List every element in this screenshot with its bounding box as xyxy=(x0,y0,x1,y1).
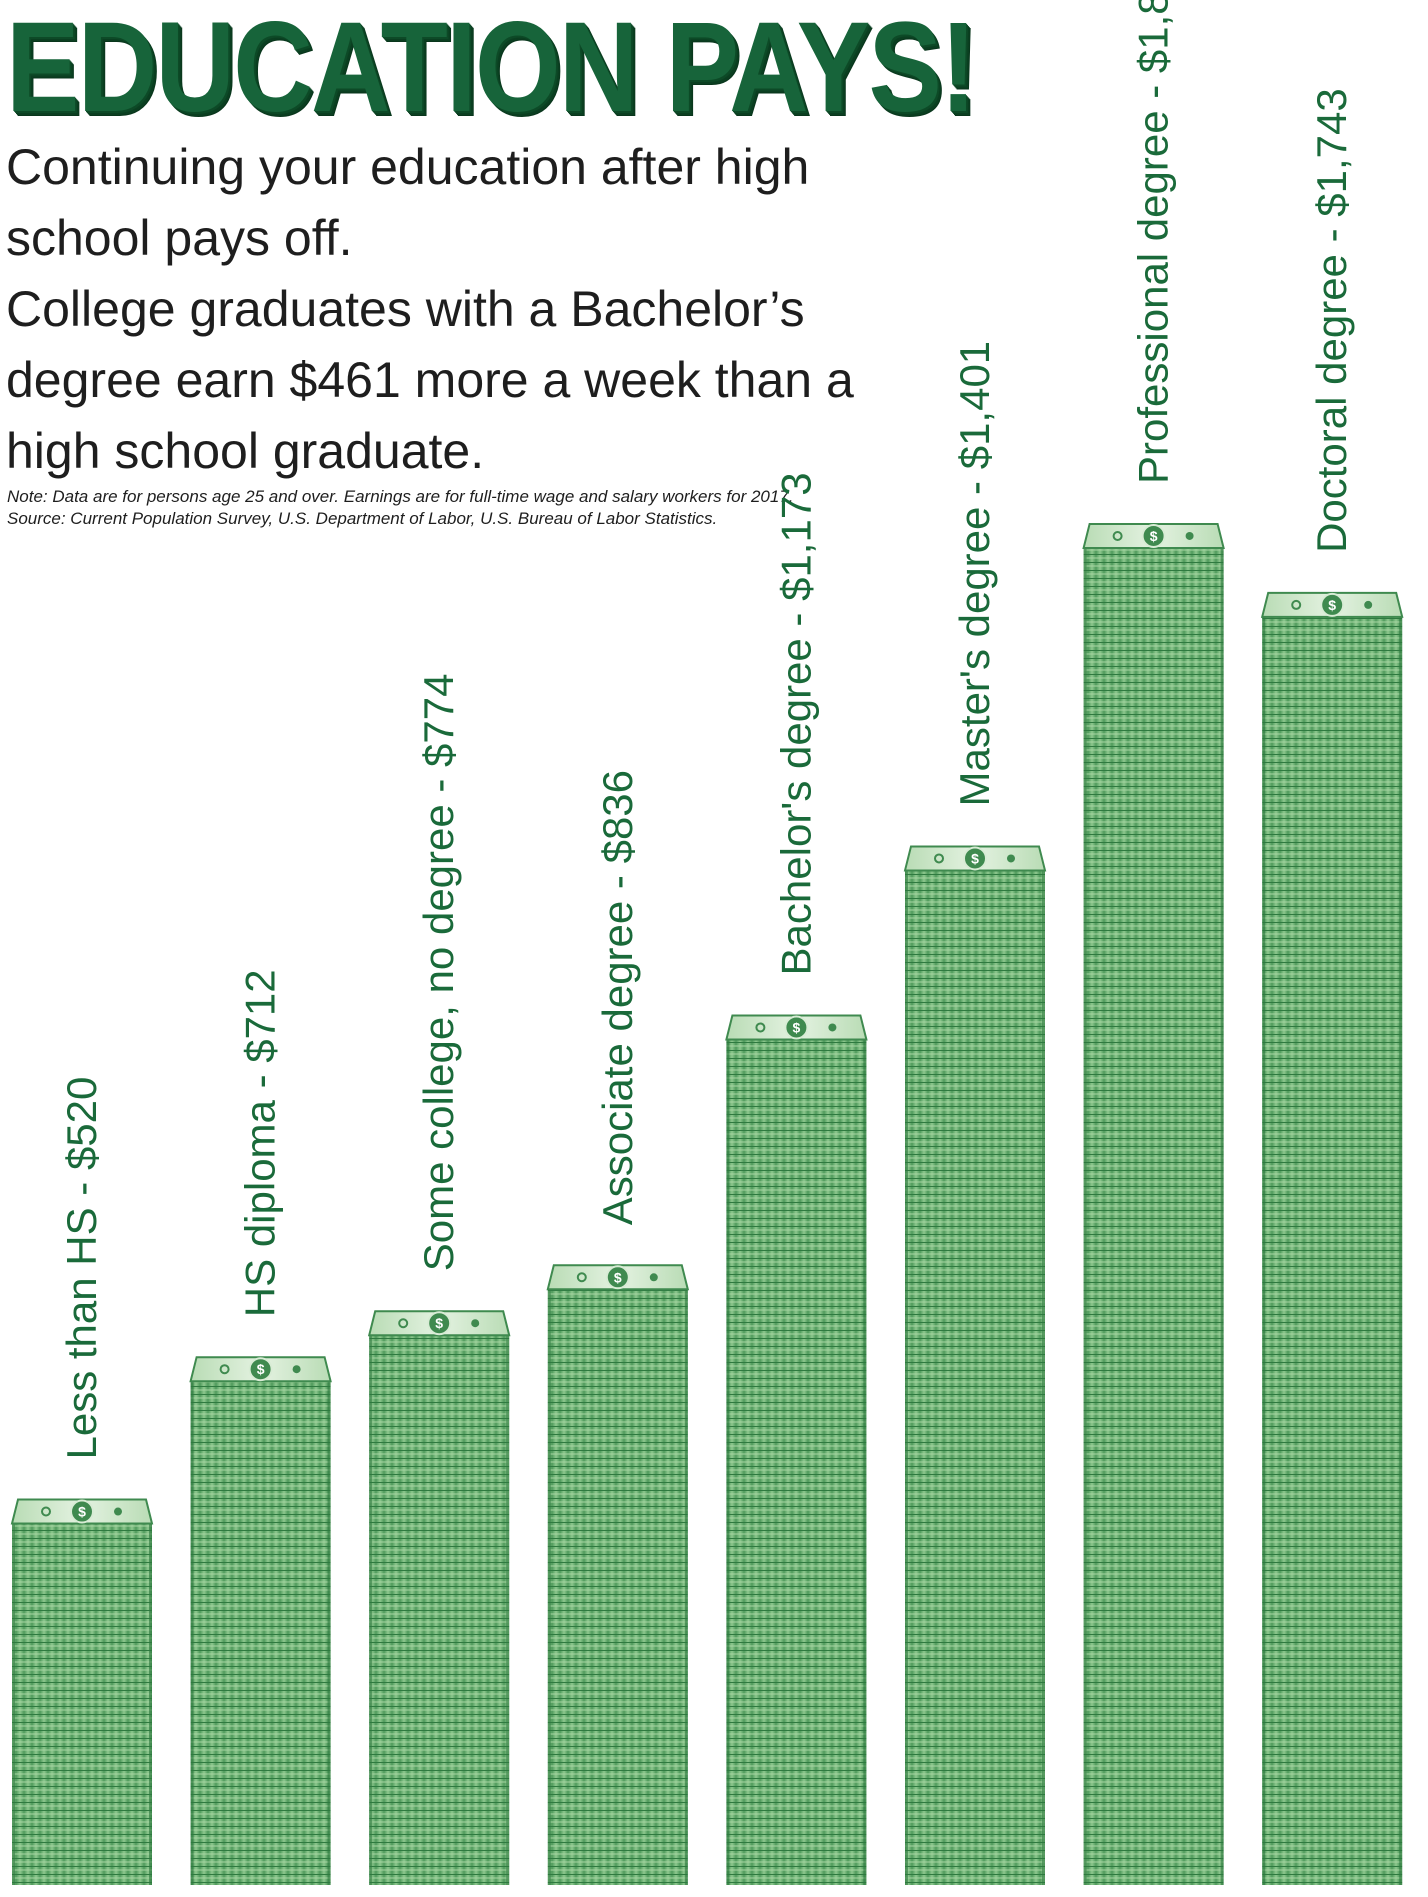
bar-label: Professional degree - $1,836 xyxy=(1130,0,1177,484)
bill-dot-icon xyxy=(41,1506,51,1517)
dollar-symbol: $ xyxy=(614,1269,622,1285)
bar-label: Less than HS - $520 xyxy=(58,1077,105,1460)
bill-dot-icon xyxy=(576,1272,587,1283)
intro-line-2: College graduates with a Bachelor’s degr… xyxy=(6,281,854,479)
bar-body xyxy=(190,1379,331,1885)
money-stack-bar: $ xyxy=(725,1014,868,1885)
bar-body xyxy=(726,1037,867,1885)
dollar-seal-icon xyxy=(963,846,987,871)
bill-dot-icon xyxy=(219,1364,230,1375)
bar-body xyxy=(1083,545,1224,1886)
dollar-symbol: $ xyxy=(435,1315,443,1331)
bill-dot-icon xyxy=(828,1023,837,1032)
bar-label: HS diploma - $712 xyxy=(237,969,284,1317)
dollar-seal-icon xyxy=(784,1015,809,1040)
page-title: EDUCATION PAYS! xyxy=(6,0,977,139)
bar-edge-left xyxy=(369,1333,373,1885)
money-stack-bar: $ xyxy=(367,1310,511,1885)
bar-body xyxy=(369,1333,510,1885)
bar-edge-left xyxy=(12,1521,15,1885)
bar-edge-left xyxy=(1262,614,1266,1886)
bar-edge-right xyxy=(684,1287,688,1885)
bar-edge-left xyxy=(190,1379,194,1885)
footnotes: Note: Data are for persons age 25 and ov… xyxy=(7,486,987,530)
bar-edge-left xyxy=(547,1287,551,1885)
dollar-seal-icon xyxy=(1320,592,1345,617)
bar-body xyxy=(12,1521,152,1885)
source-text: Source: Current Population Survey, U.S. … xyxy=(7,509,718,528)
bill-dot-icon xyxy=(755,1022,766,1033)
note-text: Note: Data are for persons age 25 and ov… xyxy=(7,487,794,506)
dollar-seal-icon xyxy=(248,1357,273,1382)
money-stack-bar: $ xyxy=(546,1264,690,1885)
bar-edge-right xyxy=(327,1379,331,1885)
bill-dot-icon xyxy=(1007,854,1015,863)
bar-edge-left xyxy=(905,868,908,1885)
bill-dot-icon xyxy=(1364,600,1373,609)
dollar-symbol: $ xyxy=(78,1504,86,1520)
dollar-symbol: $ xyxy=(971,850,979,866)
intro-line-1: Continuing your education after high sch… xyxy=(6,139,810,266)
bar-label: Master's degree - $1,401 xyxy=(951,341,998,807)
bar-label: Some college, no degree - $774 xyxy=(415,673,462,1271)
dollar-symbol: $ xyxy=(1150,528,1158,544)
bar-label: Doctoral degree - $1,743 xyxy=(1308,88,1355,553)
bill-dot-icon xyxy=(934,853,944,864)
bar-body xyxy=(905,868,1045,1885)
bill-dot-icon xyxy=(649,1273,658,1282)
intro-text: Continuing your education after high sch… xyxy=(6,132,926,487)
dollar-symbol: $ xyxy=(257,1361,265,1377)
bar-edge-right xyxy=(1220,545,1224,1886)
bar-edge-right xyxy=(1042,868,1045,1885)
bill-dot-icon xyxy=(292,1365,301,1374)
money-stack-bar: $ xyxy=(189,1356,332,1885)
bar-label: Bachelor's degree - $1,173 xyxy=(772,472,819,975)
bar-label: Associate degree - $836 xyxy=(594,770,641,1225)
bar-edge-right xyxy=(149,1521,152,1885)
bill-dot-icon xyxy=(398,1318,409,1329)
bar-body xyxy=(547,1287,688,1885)
dollar-seal-icon xyxy=(70,1499,94,1524)
dollar-symbol: $ xyxy=(1328,597,1336,613)
bar-edge-right xyxy=(1399,614,1403,1886)
bar-edge-left xyxy=(1083,545,1087,1886)
bill-dot-icon xyxy=(471,1319,480,1328)
money-stack-bar: $ xyxy=(903,845,1047,1885)
money-stack-bar: $ xyxy=(1260,591,1404,1886)
bill-dot-icon xyxy=(1291,599,1302,610)
bill-dot-icon xyxy=(114,1507,122,1516)
dollar-seal-icon xyxy=(1141,523,1166,548)
dollar-symbol: $ xyxy=(793,1019,801,1035)
bar-edge-right xyxy=(506,1333,510,1885)
bar-edge-right xyxy=(863,1037,867,1885)
bill-dot-icon xyxy=(1185,531,1194,540)
bill-dot-icon xyxy=(1112,530,1123,541)
money-stack-bar: $ xyxy=(10,1498,154,1885)
bar-edge-left xyxy=(726,1037,730,1885)
dollar-seal-icon xyxy=(427,1311,452,1336)
money-stack-bar: $ xyxy=(1082,522,1225,1886)
dollar-seal-icon xyxy=(605,1265,630,1290)
bar-body xyxy=(1262,614,1403,1886)
